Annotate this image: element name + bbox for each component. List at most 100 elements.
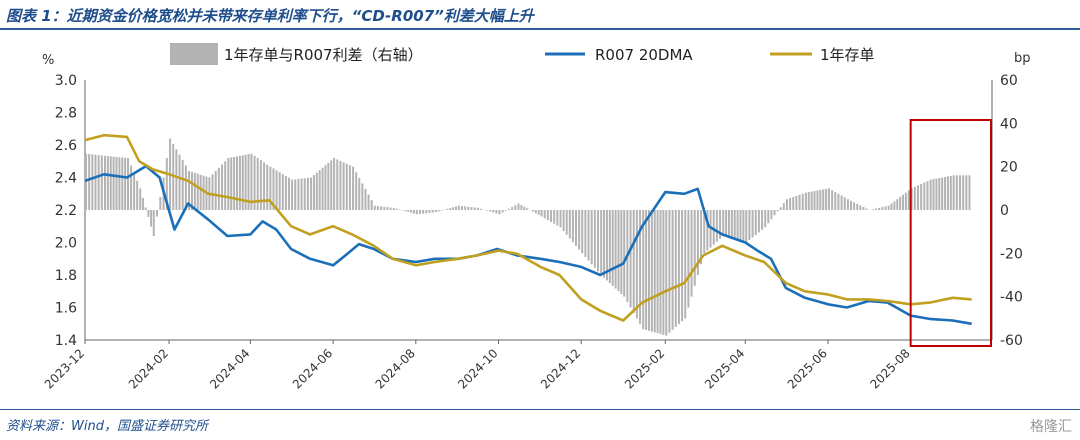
- spread-bar: [156, 210, 159, 217]
- spread-bar: [635, 210, 638, 319]
- spread-bar: [890, 203, 893, 210]
- spread-bar: [617, 210, 620, 292]
- right-tick-label: 60: [1000, 73, 1018, 89]
- spread-bar: [278, 172, 281, 210]
- spread-bar: [233, 156, 236, 210]
- spread-bar: [739, 210, 742, 241]
- spread-bar: [476, 207, 479, 210]
- spread-bar: [355, 172, 358, 210]
- spread-bar: [955, 175, 958, 210]
- footer-divider: [0, 409, 1080, 410]
- chart-title: 图表 1：近期资金价格宽松并未带来存单利率下行，“CD-R007”利差大幅上升: [6, 7, 534, 25]
- spread-bar: [562, 210, 565, 232]
- left-tick-label: 2.0: [55, 236, 77, 252]
- spread-bar: [923, 182, 926, 210]
- spread-bar: [342, 162, 345, 210]
- spread-bar: [665, 210, 668, 336]
- spread-bar: [587, 210, 590, 261]
- spread-bar: [681, 210, 684, 322]
- spread-bar: [144, 207, 147, 210]
- spread-bar: [238, 155, 241, 210]
- spread-bar: [623, 210, 626, 297]
- spread-bar: [770, 210, 773, 220]
- spread-bar: [968, 175, 971, 210]
- spread-bar: [247, 154, 250, 210]
- spread-bar: [244, 154, 247, 210]
- left-tick-label: 2.8: [55, 106, 77, 122]
- spread-bar: [256, 158, 259, 210]
- spread-bar: [834, 191, 837, 210]
- left-tick-label: 1.6: [55, 301, 77, 317]
- spread-bar: [550, 210, 553, 222]
- spread-bar: [804, 192, 807, 210]
- spread-bar: [581, 210, 584, 254]
- spread-bar: [398, 209, 401, 210]
- spread-bar: [913, 186, 916, 210]
- spread-bar: [486, 210, 489, 211]
- spread-bar: [520, 205, 523, 210]
- spread-bar: [887, 205, 890, 210]
- spread-bar: [446, 208, 449, 210]
- spread-bar: [333, 158, 336, 210]
- spread-bar: [540, 210, 543, 217]
- spread-bar: [294, 179, 297, 210]
- spread-bar: [287, 177, 290, 210]
- x-tick-label: 2025-06: [785, 346, 830, 391]
- spread-bar: [364, 188, 367, 210]
- spread-bar: [893, 201, 896, 210]
- spread-bar: [874, 208, 877, 210]
- x-tick-label: 2024-02: [126, 346, 171, 391]
- spread-bar: [376, 206, 379, 210]
- left-tick-label: 2.6: [55, 138, 77, 154]
- spread-bar: [184, 165, 187, 210]
- right-tick-label: 0: [1000, 203, 1009, 219]
- spread-bar: [464, 206, 467, 210]
- spread-bar: [312, 175, 315, 210]
- spread-bar: [452, 207, 455, 210]
- spread-bar: [662, 210, 665, 335]
- spread-bar: [725, 210, 728, 237]
- spread-bar: [224, 161, 227, 210]
- spread-bar: [336, 159, 339, 210]
- spread-bar: [584, 210, 587, 257]
- x-tick-label: 2025-08: [867, 346, 912, 391]
- spread-bar: [779, 207, 782, 210]
- spread-bar: [639, 210, 642, 324]
- spread-bar: [121, 157, 124, 210]
- spread-bar: [136, 180, 139, 210]
- spread-bar: [650, 210, 653, 332]
- spread-bar: [495, 210, 498, 214]
- spread-bar: [719, 210, 722, 239]
- spread-bar: [715, 210, 718, 242]
- spread-bar: [837, 193, 840, 210]
- spread-bar: [321, 167, 324, 210]
- right-tick-label: -20: [1000, 246, 1023, 262]
- spread-bar: [389, 207, 392, 210]
- spread-bar: [819, 189, 822, 210]
- spread-bar: [733, 210, 736, 240]
- spread-bar: [590, 210, 593, 265]
- spread-bar: [856, 203, 859, 210]
- spread-bar: [795, 195, 798, 210]
- x-tick-label: 2025-02: [622, 346, 667, 391]
- spread-bar: [250, 153, 253, 210]
- spread-bar: [543, 210, 546, 219]
- spread-bar: [221, 164, 224, 210]
- spread-bar: [782, 203, 785, 210]
- spread-bar: [801, 193, 804, 210]
- spread-bar: [422, 210, 425, 214]
- spread-bar: [188, 171, 191, 210]
- spread-bar: [253, 155, 256, 210]
- spread-bar: [147, 210, 150, 217]
- spread-bar: [896, 199, 899, 210]
- spread-bar: [112, 156, 115, 210]
- spread-bar: [935, 178, 938, 210]
- spread-bar: [303, 178, 306, 210]
- left-tick-label: 1.4: [55, 333, 77, 349]
- spread-bar: [884, 206, 887, 210]
- spread-bar: [109, 156, 112, 210]
- spread-bar: [926, 181, 929, 210]
- spread-bar: [696, 210, 699, 275]
- spread-bar: [230, 157, 233, 210]
- spread-bar: [907, 190, 910, 210]
